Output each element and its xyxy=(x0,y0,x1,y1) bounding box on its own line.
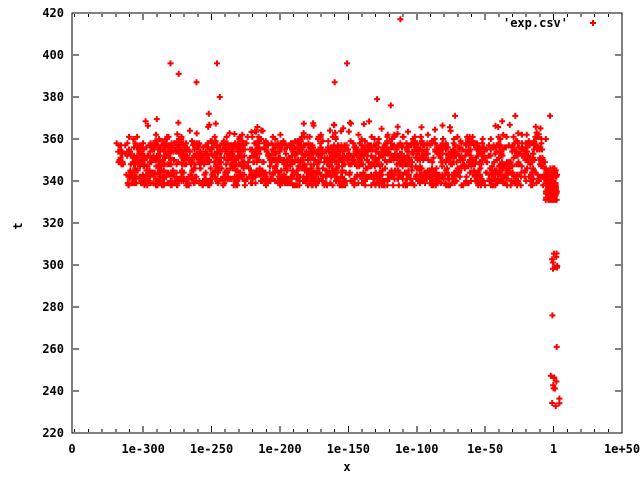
x-tick-label: 1e-200 xyxy=(258,442,301,456)
y-tick-label: 260 xyxy=(42,342,64,356)
y-tick-label: 300 xyxy=(42,258,64,272)
tick-labels: 220 240 260 280 300 320 340 360 380 400 420 0 1e-300… xyxy=(42,6,640,456)
x-tick-label: 1e-150 xyxy=(327,442,370,456)
x-tick-label: 1 xyxy=(550,442,557,456)
y-tick-label: 340 xyxy=(42,174,64,188)
y-tick-label: 220 xyxy=(42,426,64,440)
y-tick-label: 400 xyxy=(42,48,64,62)
y-tick-label: 420 xyxy=(42,6,64,20)
y-tick-label: 240 xyxy=(42,384,64,398)
y-tick-label: 380 xyxy=(42,90,64,104)
plot-border xyxy=(71,12,623,434)
x-tick-label: 1e+50 xyxy=(604,442,640,456)
y-axis-title: t xyxy=(11,222,25,229)
x-tick-label: 0 xyxy=(68,442,75,456)
y-tick-label: 360 xyxy=(42,132,64,146)
legend-label: 'exp.csv' xyxy=(503,16,568,30)
x-tick-label: 1e-50 xyxy=(467,442,503,456)
x-tick-label: 1e-300 xyxy=(121,442,164,456)
axis-ticks xyxy=(71,12,623,434)
x-tick-label: 1e-100 xyxy=(395,442,438,456)
y-tick-label: 320 xyxy=(42,216,64,230)
y-tick-label: 280 xyxy=(42,300,64,314)
x-tick-label: 1e-250 xyxy=(190,442,233,456)
legend-marker-icon xyxy=(590,20,596,26)
data-points xyxy=(113,16,563,410)
x-axis-title: x xyxy=(343,460,350,474)
